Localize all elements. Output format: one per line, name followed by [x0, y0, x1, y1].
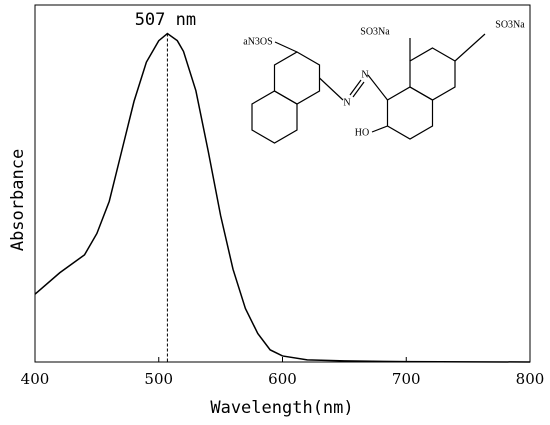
y-axis-label: Absorbance — [8, 149, 28, 251]
ring — [386, 86, 434, 140]
substituent-label: HO — [355, 127, 369, 138]
x-tick-label: 400 — [21, 370, 50, 388]
x-tick-label: 500 — [144, 370, 173, 388]
ring — [251, 90, 298, 144]
substituent-label: aN3OS — [243, 36, 272, 47]
ring — [273, 51, 321, 105]
atom-label: N — [361, 69, 368, 80]
ring — [409, 47, 456, 101]
spectrum-line — [34, 32, 531, 363]
bonds — [274, 33, 486, 133]
molecule: aN3OS N N SO3Na SO3Na HO — [243, 19, 525, 144]
plot-frame — [34, 4, 531, 363]
atom-label: N — [343, 97, 350, 108]
substituent-label: SO3Na — [495, 19, 525, 30]
substituent-label: SO3Na — [360, 26, 390, 37]
x-tick-label: 700 — [392, 370, 421, 388]
x-tick-label: 600 — [268, 370, 297, 388]
peak-annotation: 507 nm — [135, 10, 196, 30]
x-tick-label: 800 — [516, 370, 545, 388]
x-axis-label: Wavelength(nm) — [210, 398, 353, 418]
